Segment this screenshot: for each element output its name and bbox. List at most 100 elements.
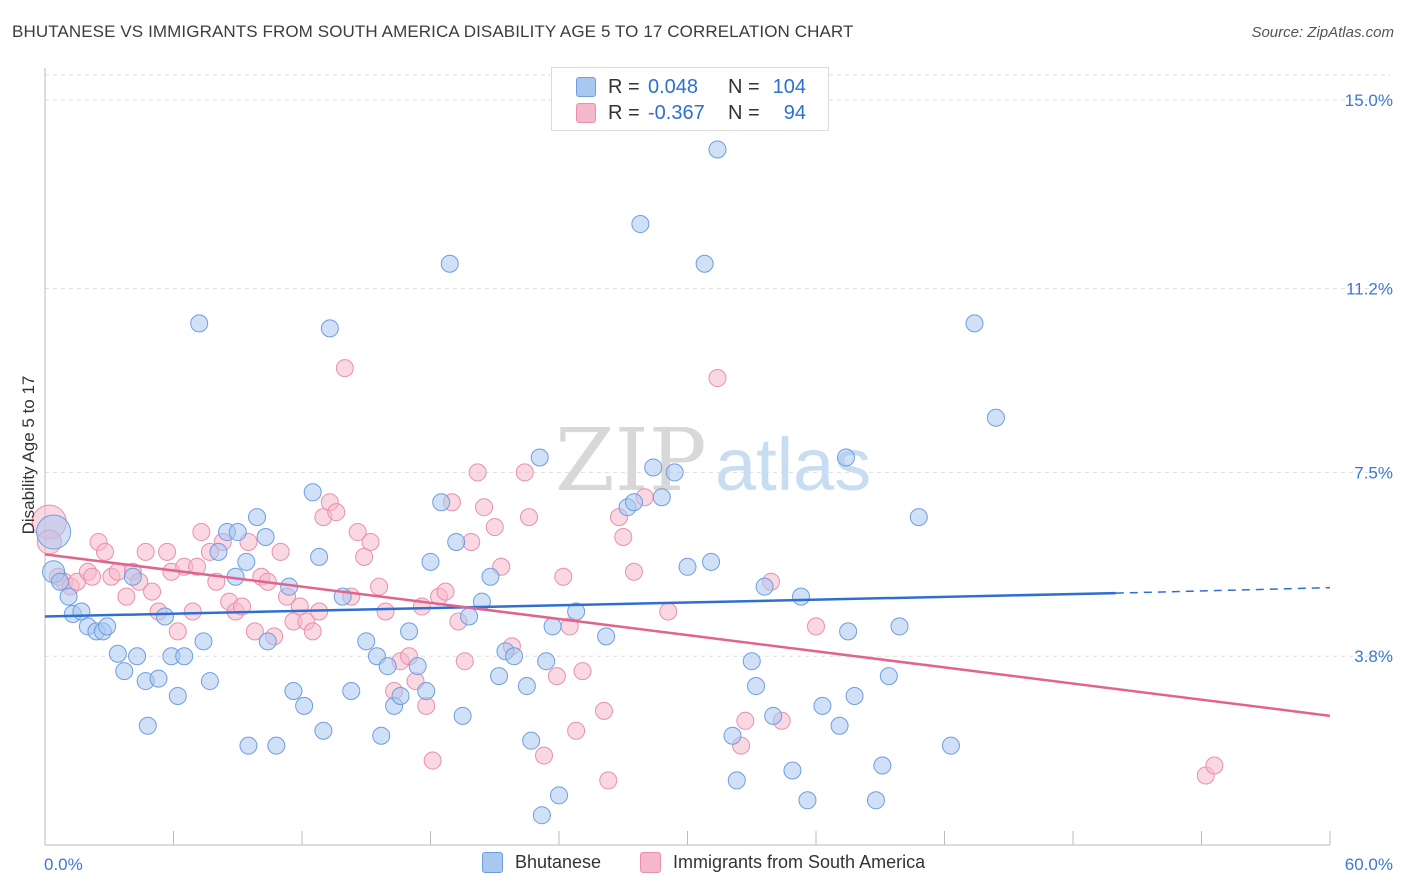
data-point-bhutanese: [378, 657, 397, 676]
data-point-bhutanese: [986, 408, 1005, 427]
data-point-bhutanese: [239, 736, 258, 755]
data-point-immigrants: [535, 746, 554, 765]
data-point-bhutanese: [624, 493, 643, 512]
data-point-bhutanese: [460, 607, 479, 626]
series-bhutanese: [36, 140, 1005, 825]
legend-row-immigrants: R = -0.367 N = 94: [576, 101, 806, 125]
data-point-immigrants: [708, 369, 727, 388]
legend-item-bhutanese[interactable]: Bhutanese: [482, 852, 601, 873]
y-tick-label: 7.5%: [1354, 463, 1393, 482]
data-point-bhutanese: [695, 254, 714, 273]
x-tick-label: 60.0%: [1345, 855, 1393, 874]
data-point-bhutanese: [792, 587, 811, 606]
legend-r-value: -0.367: [648, 101, 705, 124]
data-point-bhutanese: [440, 254, 459, 273]
data-point-immigrants: [136, 542, 155, 561]
data-point-bhutanese: [505, 647, 524, 666]
data-point-bhutanese: [727, 771, 746, 790]
data-point-bhutanese: [798, 791, 817, 810]
data-point-bhutanese: [879, 667, 898, 686]
data-point-bhutanese: [845, 686, 864, 705]
data-point-bhutanese: [400, 622, 419, 641]
data-point-immigrants: [335, 359, 354, 378]
data-point-bhutanese: [314, 721, 333, 740]
data-point-immigrants: [624, 562, 643, 581]
data-point-bhutanese: [481, 567, 500, 586]
data-point-immigrants: [83, 567, 102, 586]
data-point-immigrants: [188, 557, 207, 576]
data-point-bhutanese: [813, 696, 832, 715]
chart-title: BHUTANESE VS IMMIGRANTS FROM SOUTH AMERI…: [12, 22, 854, 41]
data-point-bhutanese: [258, 632, 277, 651]
legend-item-immigrants[interactable]: Immigrants from South America: [640, 852, 925, 873]
data-point-bhutanese: [708, 140, 727, 159]
data-point-bhutanese: [747, 677, 766, 696]
data-point-bhutanese: [830, 716, 849, 735]
data-point-bhutanese: [836, 448, 855, 467]
legend-swatch-pink: [640, 852, 661, 873]
data-point-immigrants: [455, 652, 474, 671]
data-point-bhutanese: [284, 682, 303, 700]
data-point-bhutanese: [490, 667, 509, 686]
data-point-bhutanese: [644, 458, 663, 477]
data-point-immigrants: [348, 523, 367, 542]
legend-swatch-blue: [482, 852, 503, 873]
data-point-immigrants: [423, 751, 442, 770]
data-point-immigrants: [376, 602, 395, 621]
trend-lines: [44, 553, 1331, 718]
data-point-bhutanese: [194, 632, 213, 651]
data-point-bhutanese: [209, 542, 228, 561]
data-point-immigrants: [1205, 756, 1224, 775]
data-point-bhutanese: [320, 319, 339, 338]
series-legend: Bhutanese Immigrants from South America: [0, 852, 1406, 878]
data-point-bhutanese: [517, 677, 536, 696]
data-point-bhutanese: [755, 577, 774, 596]
data-point-bhutanese: [372, 726, 391, 745]
data-point-bhutanese: [267, 736, 286, 755]
data-point-immigrants: [436, 582, 455, 601]
watermark: ZIP atlas: [555, 411, 871, 511]
data-point-immigrants: [462, 532, 481, 551]
data-point-bhutanese: [447, 532, 466, 551]
data-point-bhutanese: [965, 314, 984, 333]
legend-r-value: 0.048: [648, 75, 699, 98]
data-point-immigrants: [233, 597, 252, 616]
data-point-bhutanese: [310, 547, 329, 566]
data-point-immigrants: [520, 508, 539, 527]
data-point-bhutanese: [357, 632, 376, 651]
data-point-immigrants: [327, 503, 346, 522]
data-point-bhutanese: [873, 756, 892, 775]
y-tick-label: 15.0%: [1345, 91, 1393, 110]
data-point-bhutanese: [295, 696, 314, 715]
data-point-bhutanese: [303, 483, 322, 502]
data-point-immigrants: [271, 542, 290, 561]
data-point-bhutanese: [678, 557, 697, 576]
data-point-bhutanese: [98, 617, 117, 636]
data-point-bhutanese: [417, 682, 436, 700]
legend-swatch-pink: [576, 103, 596, 123]
data-point-bhutanese: [537, 652, 556, 671]
data-point-immigrants: [807, 617, 825, 636]
data-point-bhutanese: [168, 686, 187, 705]
tick-labels: 3.8% 7.5% 11.2% 15.0% 0.0% 60.0%: [44, 91, 1393, 874]
data-point-bhutanese: [155, 607, 174, 626]
y-axis-label: Disability Age 5 to 17: [19, 376, 38, 535]
data-point-immigrants: [659, 602, 678, 621]
source-label: Source: ZipAtlas.com: [1251, 24, 1394, 41]
data-point-bhutanese: [532, 806, 551, 825]
data-point-immigrants: [370, 577, 389, 596]
data-point-bhutanese: [723, 726, 742, 745]
legend-r-label: R =: [608, 101, 640, 124]
data-point-bhutanese: [108, 644, 127, 663]
legend-n-label: N =: [728, 75, 760, 98]
trend-line-bhutanese: [44, 591, 1116, 618]
data-point-bhutanese: [702, 552, 721, 571]
data-point-bhutanese: [890, 617, 909, 636]
data-point-immigrants: [594, 701, 613, 720]
data-point-immigrants: [485, 518, 504, 537]
trend-extension-bhutanese: [1115, 586, 1331, 594]
data-point-bhutanese: [128, 647, 147, 666]
data-point-immigrants: [355, 547, 374, 566]
data-point-bhutanese: [665, 463, 684, 482]
